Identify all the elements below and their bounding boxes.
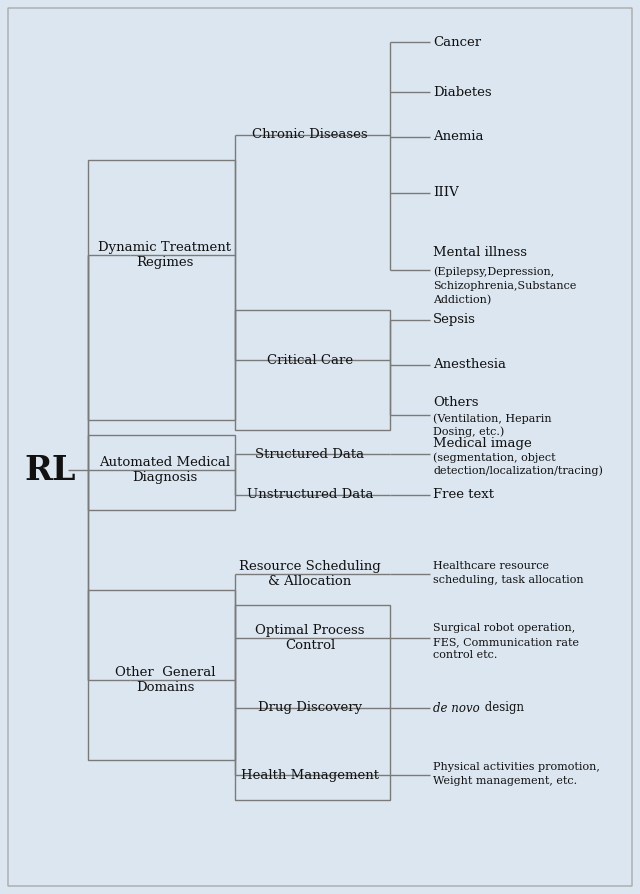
Text: Sepsis: Sepsis: [433, 314, 476, 326]
Text: Dosing, etc.): Dosing, etc.): [433, 426, 504, 437]
Text: Dynamic Treatment
Regimes: Dynamic Treatment Regimes: [99, 241, 232, 269]
Text: Structured Data: Structured Data: [255, 448, 365, 460]
Text: FES, Communication rate: FES, Communication rate: [433, 637, 579, 647]
Text: detection/localization/tracing): detection/localization/tracing): [433, 466, 603, 477]
Bar: [235, 310, 390, 430]
Text: (Ventilation, Heparin: (Ventilation, Heparin: [433, 414, 552, 425]
Text: (segmentation, object: (segmentation, object: [433, 452, 556, 463]
Text: Drug Discovery: Drug Discovery: [258, 702, 362, 714]
Text: Other  General
Domains: Other General Domains: [115, 666, 215, 694]
Bar: [88, 435, 235, 510]
Text: Health Management: Health Management: [241, 769, 379, 781]
Text: Anemia: Anemia: [433, 131, 483, 144]
Text: Mental illness: Mental illness: [433, 246, 527, 258]
Text: Weight management, etc.: Weight management, etc.: [433, 776, 577, 786]
Bar: [88, 160, 235, 420]
Text: de novo: de novo: [433, 702, 480, 714]
Text: Others: Others: [433, 397, 479, 409]
Text: Medical image: Medical image: [433, 437, 532, 451]
Text: Automated Medical
Diagnosis: Automated Medical Diagnosis: [99, 456, 230, 484]
Text: Cancer: Cancer: [433, 36, 481, 48]
Text: Chronic Diseases: Chronic Diseases: [252, 129, 368, 141]
Bar: [88, 590, 235, 760]
Text: RL: RL: [24, 453, 76, 486]
Text: Optimal Process
Control: Optimal Process Control: [255, 624, 365, 652]
Text: control etc.: control etc.: [433, 650, 497, 660]
Text: Unstructured Data: Unstructured Data: [247, 488, 373, 502]
Text: design: design: [481, 702, 524, 714]
Text: Free text: Free text: [433, 488, 494, 502]
Text: Critical Care: Critical Care: [267, 353, 353, 367]
Text: Resource Scheduling
& Allocation: Resource Scheduling & Allocation: [239, 560, 381, 588]
Text: Surgical robot operation,: Surgical robot operation,: [433, 623, 575, 633]
Text: Addiction): Addiction): [433, 295, 492, 305]
Text: Healthcare resource: Healthcare resource: [433, 561, 549, 571]
Bar: [235, 605, 390, 800]
Text: (Epilepsy,Depression,: (Epilepsy,Depression,: [433, 266, 554, 277]
Text: scheduling, task allocation: scheduling, task allocation: [433, 575, 584, 585]
Text: IIIV: IIIV: [433, 187, 459, 199]
Text: Schizophrenia,Substance: Schizophrenia,Substance: [433, 281, 577, 291]
Text: Diabetes: Diabetes: [433, 86, 492, 98]
Text: Anesthesia: Anesthesia: [433, 358, 506, 372]
Text: Physical activities promotion,: Physical activities promotion,: [433, 762, 600, 772]
